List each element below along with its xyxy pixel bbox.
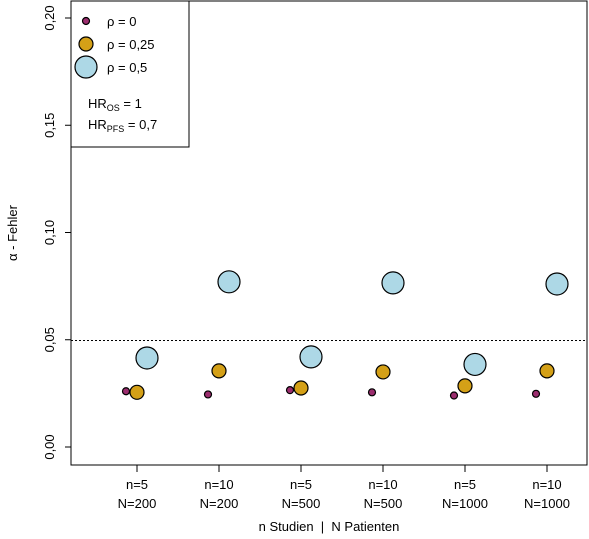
x-category-label-n: n=5 [126, 477, 148, 492]
legend-label-1: ρ = 0,25 [107, 37, 155, 52]
y-tick-label: 0,15 [42, 113, 57, 138]
x-category-label-N: N=500 [364, 496, 403, 511]
y-tick-label: 0,20 [42, 5, 57, 30]
point-series-2-cat-0 [135, 346, 159, 370]
point-series-2-cat-3 [381, 271, 405, 295]
y-tick-label: 0,00 [42, 434, 57, 459]
point-series-1-cat-3 [375, 364, 391, 380]
point-series-1-cat-0 [129, 384, 145, 400]
data-points [121, 270, 569, 400]
legend-label-0: ρ = 0 [107, 14, 136, 29]
x-axis: n=5 N=200 n=10 N=200 n=5 N=500 n=10 N=500 n=5 N=1… [118, 465, 570, 511]
legend-note-1: HRPFS = 0,7 [88, 117, 157, 134]
x-category-label-n: n=5 [290, 477, 312, 492]
legend-note-0: HROS = 1 [88, 96, 142, 113]
point-series-0-cat-1 [203, 390, 213, 399]
x-category-label-N: N=1000 [524, 496, 570, 511]
y-axis-label: α - Fehler [5, 204, 20, 261]
point-series-2-cat-1 [217, 270, 241, 294]
x-category-label-N: N=200 [200, 496, 239, 511]
point-series-0-cat-4 [449, 391, 459, 400]
x-category-label-N: N=1000 [442, 496, 488, 511]
point-series-2-cat-4 [463, 352, 487, 377]
point-series-1-cat-2 [293, 380, 309, 396]
point-series-0-cat-2 [285, 386, 295, 395]
y-tick-label: 0,10 [42, 220, 57, 245]
point-series-1-cat-4 [457, 378, 473, 394]
y-tick-label: 0,05 [42, 327, 57, 352]
x-category-label-n: n=10 [368, 477, 397, 492]
x-category-label-N: N=200 [118, 496, 157, 511]
x-category-label-n: n=10 [204, 477, 233, 492]
legend: ρ = 0 ρ = 0,25 ρ = 0,5 HROS = 1 HRPFS = 0,7 [70, 0, 190, 148]
point-series-1-cat-5 [539, 363, 555, 379]
x-category-label-n: n=5 [454, 477, 476, 492]
x-axis-label: n Studien | N Patienten [259, 519, 400, 534]
legend-marker-0 [81, 16, 91, 26]
x-category-label-N: N=500 [282, 496, 321, 511]
point-series-0-cat-0 [121, 387, 131, 396]
legend-label-2: ρ = 0,5 [107, 60, 147, 75]
x-category-label-n: n=10 [532, 477, 561, 492]
legend-marker-2 [74, 55, 98, 79]
point-series-0-cat-3 [367, 388, 377, 397]
legend-marker-1 [78, 36, 94, 52]
point-series-1-cat-1 [211, 363, 227, 379]
point-series-2-cat-5 [545, 272, 569, 296]
point-series-2-cat-2 [299, 345, 323, 369]
point-series-0-cat-5 [531, 389, 541, 398]
y-axis: 0,00 0,05 0,10 0,15 0,20 [42, 5, 71, 460]
